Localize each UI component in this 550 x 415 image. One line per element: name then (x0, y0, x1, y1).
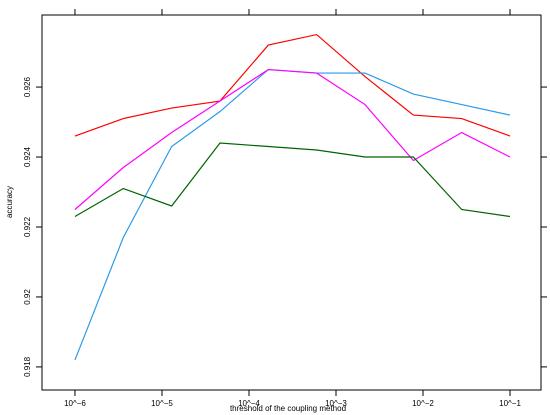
series-line (74, 68, 511, 361)
x-tick-label: 10^−4 (238, 399, 260, 408)
series-line (74, 142, 511, 218)
x-tick-label: 10^−1 (499, 399, 521, 408)
x-tick-label: 10^−3 (325, 399, 347, 408)
x-tick-label: 10^−6 (64, 399, 86, 408)
series-line (74, 33, 511, 137)
y-tick-label: 0.92 (23, 289, 32, 305)
x-axis-label: threshold of the coupling method (230, 404, 346, 413)
x-tick-label: 10^−2 (412, 399, 434, 408)
series-line (74, 68, 511, 210)
y-tick-label: 0.922 (23, 216, 32, 237)
y-axis-label: accuracy (5, 186, 14, 218)
plot-frame (41, 14, 542, 391)
y-tick-label: 0.926 (23, 77, 32, 98)
y-tick-label: 0.918 (23, 356, 32, 377)
y-tick-label: 0.924 (23, 146, 32, 167)
x-tick-label: 10^−5 (151, 399, 173, 408)
